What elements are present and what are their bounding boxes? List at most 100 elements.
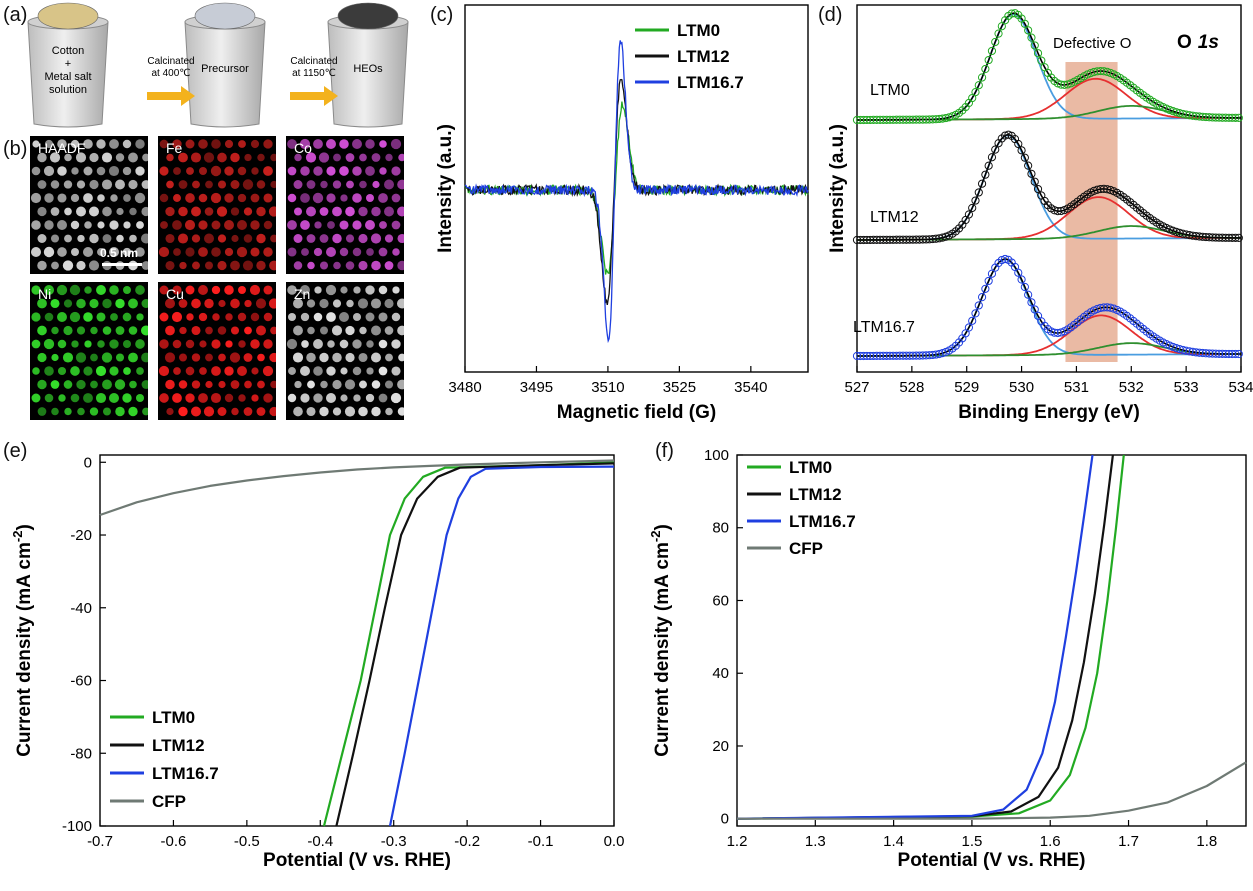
data-marker xyxy=(1001,254,1010,264)
crucible-label: HEOs xyxy=(353,63,383,75)
x-axis-title: Magnetic field (G) xyxy=(557,402,716,423)
data-marker xyxy=(856,115,865,125)
crucible-content xyxy=(337,2,399,30)
data-marker xyxy=(1208,113,1217,122)
series-line-ltm0 xyxy=(736,454,1125,820)
process-arrow-2: Calcinated at 1150℃ xyxy=(290,56,338,106)
data-marker xyxy=(908,235,918,244)
x-tick-label: 531 xyxy=(1064,379,1089,396)
y-tick-label: 0 xyxy=(84,454,92,471)
crucible-label: Cotton + Metal salt solution xyxy=(44,45,91,96)
data-marker xyxy=(931,115,941,124)
data-marker xyxy=(1205,233,1214,242)
data-marker xyxy=(1231,113,1240,122)
data-marker xyxy=(1208,349,1217,358)
legend-label: LTM16.7 xyxy=(152,764,219,783)
x-tick-label: 530 xyxy=(1009,379,1034,396)
data-marker xyxy=(1221,113,1230,122)
data-marker xyxy=(905,235,914,244)
x-axis-title: Potential (V vs. RHE) xyxy=(263,850,451,871)
eds-map-label: Zn xyxy=(294,286,311,302)
data-marker xyxy=(1188,347,1197,357)
data-marker xyxy=(994,29,1003,38)
y-axis-title: Current density (mA cm-2) xyxy=(648,524,673,757)
data-marker xyxy=(991,145,1000,154)
crucible-2: Precursor xyxy=(184,2,266,128)
scale-bar-label: 0.5 nm xyxy=(100,246,139,260)
data-marker xyxy=(1014,268,1023,277)
data-marker xyxy=(879,115,888,124)
y-tick-label: 80 xyxy=(712,520,729,537)
fit-envelope xyxy=(857,12,1241,121)
x-tick-label: -0.2 xyxy=(454,833,480,850)
data-marker xyxy=(1050,206,1059,215)
data-marker xyxy=(856,235,865,245)
data-marker xyxy=(1024,26,1033,35)
data-marker xyxy=(1218,233,1227,242)
data-marker xyxy=(1198,348,1207,358)
eds-map-zn: Zn xyxy=(286,282,404,420)
data-marker xyxy=(981,64,990,74)
data-marker xyxy=(1030,305,1039,314)
data-marker xyxy=(1208,233,1217,242)
y-tick-label: 100 xyxy=(704,447,729,464)
data-marker xyxy=(1211,113,1220,122)
data-marker xyxy=(872,115,881,124)
arrow-icon xyxy=(290,86,338,106)
process-arrow-label: Calcinated at 1150℃ xyxy=(290,56,337,79)
data-marker xyxy=(866,115,875,125)
data-marker xyxy=(1234,113,1243,122)
data-marker xyxy=(1056,80,1066,89)
eds-map-label: Fe xyxy=(166,140,183,156)
data-marker xyxy=(977,73,987,82)
data-marker xyxy=(859,115,868,125)
crucible-content xyxy=(194,2,256,30)
y-tick-label: 20 xyxy=(712,738,729,755)
legend-label: LTM16.7 xyxy=(789,512,856,531)
crucible-body xyxy=(327,21,409,128)
data-marker xyxy=(977,179,987,188)
data-marker xyxy=(902,115,911,124)
data-marker xyxy=(875,235,885,244)
data-marker xyxy=(991,37,1000,47)
eds-map-ni: Ni xyxy=(30,282,148,420)
data-marker xyxy=(1017,146,1026,155)
data-marker xyxy=(915,235,924,244)
data-marker xyxy=(1205,349,1214,358)
y-tick-label: -100 xyxy=(62,818,92,835)
crucible-1: Cotton + Metal salt solution xyxy=(27,2,109,128)
data-marker xyxy=(1188,231,1197,240)
data-marker xyxy=(987,46,997,56)
data-marker xyxy=(1234,233,1243,242)
data-marker xyxy=(895,115,904,124)
data-marker xyxy=(1030,41,1039,50)
crucible-content xyxy=(37,2,99,30)
panel-label-c: (c) xyxy=(430,4,454,26)
data-marker xyxy=(1195,112,1204,121)
data-marker xyxy=(856,351,865,361)
data-marker xyxy=(898,115,908,124)
x-tick-label: 1.3 xyxy=(805,833,826,850)
panel-label-e: (e) xyxy=(3,440,28,462)
legend-label: LTM12 xyxy=(152,736,205,755)
data-marker xyxy=(1201,349,1210,358)
data-marker xyxy=(912,115,921,124)
data-marker xyxy=(1093,185,1102,194)
arrow-icon xyxy=(147,86,195,106)
data-marker xyxy=(928,350,937,360)
data-marker xyxy=(1020,153,1029,162)
y-axis-title: Intensity (a.u.) xyxy=(827,124,848,253)
data-marker xyxy=(1214,233,1224,242)
data-marker xyxy=(981,170,990,179)
y-tick-label: 60 xyxy=(712,592,729,609)
data-marker xyxy=(905,351,914,360)
data-marker xyxy=(1024,161,1033,170)
data-marker xyxy=(922,351,931,360)
data-marker xyxy=(1221,233,1230,242)
data-marker xyxy=(1020,19,1029,28)
x-tick-label: 1.6 xyxy=(1040,833,1061,850)
data-marker xyxy=(892,235,901,244)
chart-f-oer: 1.2 1.3 1.4 1.5 1.6 1.7 1.8 0 20 40 60 80 100 Current… xyxy=(648,447,1247,871)
data-marker xyxy=(898,351,908,360)
data-marker xyxy=(862,115,871,125)
